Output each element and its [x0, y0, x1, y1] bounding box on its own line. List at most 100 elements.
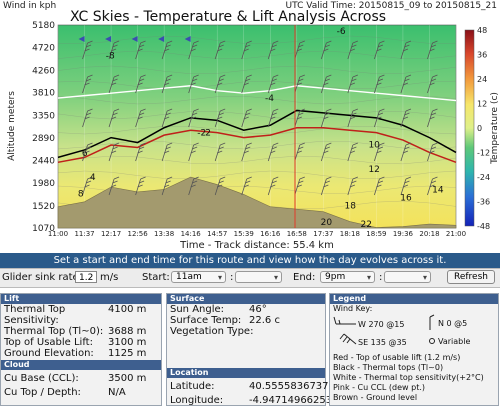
contour-label: 14	[432, 185, 444, 195]
thermal-top-line	[57, 109, 457, 159]
legend-red-line: Red - Top of usable lift (1.2 m/s)	[333, 353, 461, 362]
lift-panel: Lift Thermal Top Sensitivity: 4100 m Ther…	[0, 293, 162, 406]
sun-angle-value: 46°	[249, 304, 267, 315]
sink-rate-input[interactable]: 1.2	[75, 271, 97, 283]
surface-panel: Surface Sun Angle: 46° Surface Temp: 22.6 …	[166, 293, 332, 406]
sink-rate-unit: m/s	[100, 272, 119, 283]
x-tick-label: 13:38	[154, 230, 174, 238]
wind-barb	[135, 108, 146, 128]
contour-label: -4	[265, 94, 274, 104]
legend-brown-line: Brown - Ground level	[333, 393, 418, 402]
wind-barb	[267, 142, 279, 162]
contour-label: 16	[400, 194, 412, 204]
contour-label: 2	[205, 129, 211, 139]
wind-barb	[241, 40, 252, 60]
cu-top-label: Cu Top / Depth:	[4, 387, 81, 398]
wind-barb	[82, 108, 93, 128]
wind-barb	[400, 176, 412, 196]
latitude-label: Latitude:	[170, 381, 215, 392]
x-tick-label: 16:16	[260, 230, 281, 238]
wind-barb	[400, 108, 412, 128]
wind-pennant	[105, 36, 112, 42]
w-barb-label: W 270 @15	[358, 320, 404, 329]
cu-top-value: N/A	[108, 387, 126, 398]
refresh-button[interactable]: Refresh	[447, 270, 495, 284]
wind-barb	[374, 108, 385, 128]
y-tick-label: 4720	[32, 44, 55, 54]
temperature-contour	[57, 170, 457, 179]
wind-barb	[241, 108, 252, 128]
sun-angle-label: Sun Angle:	[170, 304, 225, 315]
wind-barb	[188, 40, 199, 60]
colorbar-tick-label: 24	[477, 75, 487, 84]
start-hour-select[interactable]: 11am ▾	[171, 271, 226, 283]
wind-barb	[161, 40, 173, 60]
wind-barb	[214, 74, 226, 94]
wind-barb	[108, 176, 120, 196]
contour-label: 22	[360, 220, 371, 230]
x-tick-label: 11:00	[48, 230, 68, 238]
wind-barb	[108, 108, 120, 128]
x-tick-label: 18:18	[340, 230, 360, 238]
ground-elevation-value: 1125 m	[108, 348, 147, 359]
wind-barb-icon	[429, 314, 435, 330]
y-tick-label: 1520	[32, 202, 55, 212]
lift-header: Lift	[1, 294, 161, 304]
variable-icon	[429, 338, 435, 344]
surface-temp-label: Surface Temp:	[170, 315, 242, 326]
x-tick-label: 16:58	[287, 230, 307, 238]
variable-label: Variable	[438, 337, 470, 346]
wind-barb-icon	[333, 316, 356, 325]
end-minute-select[interactable]: ▾	[384, 271, 431, 283]
wind-barb	[374, 142, 385, 162]
sensitivity-line	[57, 85, 457, 102]
wind-barb	[82, 74, 93, 94]
wind-barb	[188, 74, 199, 94]
wind-barb	[135, 40, 146, 60]
start-hour-value: 11am	[176, 272, 202, 282]
wind-barb	[294, 176, 305, 196]
temperature-contour	[57, 111, 457, 120]
wind-barb	[294, 74, 305, 94]
cu-base-value: 3500 m	[108, 373, 147, 384]
ground-area	[57, 176, 457, 229]
end-hour-select[interactable]: 9pm ▾	[320, 271, 375, 283]
legend-black-line: Black - Thermal tops (Tl~0)	[333, 363, 444, 372]
x-tick-label: 19:36	[393, 230, 414, 238]
y-axis-label: Altitude meters	[7, 91, 17, 161]
wind-barb	[374, 176, 385, 196]
wind-barb	[347, 176, 359, 196]
wind-barb	[241, 176, 252, 196]
longitude-label: Longitude:	[170, 395, 224, 406]
wind-barb	[427, 108, 438, 128]
colorbar-tick-label: -48	[477, 222, 490, 231]
chevron-down-icon: ▾	[217, 273, 222, 282]
chevron-down-icon: ▾	[422, 273, 427, 282]
wind-key-diagram: W 270 @15 N 0 @5 SE 135 @35 Variable	[333, 314, 470, 347]
wind-barb	[267, 40, 279, 60]
ground-elevation-label: Ground Elevation:	[4, 348, 94, 359]
wind-barb	[214, 40, 226, 60]
wind-barb	[82, 176, 93, 196]
wind-barb	[400, 40, 412, 60]
location-header: Location	[167, 368, 325, 378]
vegetation-type-label: Vegetation Type:	[170, 326, 254, 337]
wind-barb	[214, 108, 226, 128]
control-bar: Glider sink rate: 1.2 m/s Start: 11am ▾ …	[0, 268, 500, 288]
wind-key-label: Wind Key:	[333, 304, 373, 313]
colorbar-tick-label: 48	[477, 26, 487, 35]
wind-pennant	[158, 36, 165, 42]
legend-white-line: White - Thermal top sensitivity(+2°C)	[333, 373, 484, 382]
wind-barb	[347, 108, 359, 128]
wind-barb	[241, 142, 252, 162]
temperature-contour	[57, 35, 457, 45]
end-hour-value: 9pm	[325, 272, 346, 282]
wind-barb	[214, 176, 226, 196]
surface-header: Surface	[167, 294, 325, 304]
start-minute-select[interactable]: ▾	[235, 271, 282, 283]
thermal-top-sensitivity-value: 4100 m	[108, 304, 147, 315]
wind-barb	[161, 176, 173, 196]
wind-barb	[108, 40, 120, 60]
wind-barb	[267, 108, 279, 128]
wind-barb	[294, 108, 305, 128]
